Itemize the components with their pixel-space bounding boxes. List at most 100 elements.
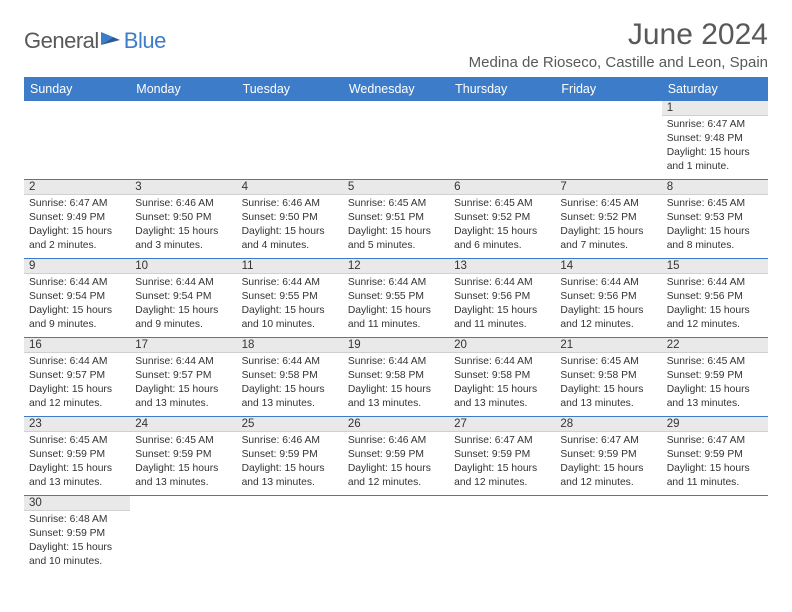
day-details: Sunrise: 6:47 AMSunset: 9:48 PMDaylight:…: [662, 116, 768, 178]
sunset-line: Sunset: 9:52 PM: [560, 211, 656, 225]
daylight-line: Daylight: 15 hours and 12 minutes.: [348, 462, 444, 490]
calendar-row: 1Sunrise: 6:47 AMSunset: 9:48 PMDaylight…: [24, 101, 768, 180]
daylight-line: Daylight: 15 hours and 12 minutes.: [560, 304, 656, 332]
day-details: Sunrise: 6:44 AMSunset: 9:58 PMDaylight:…: [343, 353, 449, 415]
sunset-line: Sunset: 9:56 PM: [667, 290, 763, 304]
sunset-line: Sunset: 9:59 PM: [348, 448, 444, 462]
calendar-cell: [24, 101, 130, 180]
day-number: 25: [237, 417, 343, 432]
daylight-line: Daylight: 15 hours and 11 minutes.: [667, 462, 763, 490]
calendar-cell: 26Sunrise: 6:46 AMSunset: 9:59 PMDayligh…: [343, 417, 449, 496]
calendar-cell: 24Sunrise: 6:45 AMSunset: 9:59 PMDayligh…: [130, 417, 236, 496]
day-number: 17: [130, 338, 236, 353]
month-title: June 2024: [469, 18, 768, 52]
day-details: Sunrise: 6:45 AMSunset: 9:59 PMDaylight:…: [130, 432, 236, 494]
sunrise-line: Sunrise: 6:47 AM: [667, 434, 763, 448]
calendar-cell: 18Sunrise: 6:44 AMSunset: 9:58 PMDayligh…: [237, 338, 343, 417]
daylight-line: Daylight: 15 hours and 2 minutes.: [29, 225, 125, 253]
daylight-line: Daylight: 15 hours and 6 minutes.: [454, 225, 550, 253]
day-details: Sunrise: 6:45 AMSunset: 9:52 PMDaylight:…: [555, 195, 661, 257]
day-number: 27: [449, 417, 555, 432]
calendar-cell: 23Sunrise: 6:45 AMSunset: 9:59 PMDayligh…: [24, 417, 130, 496]
daylight-line: Daylight: 15 hours and 9 minutes.: [135, 304, 231, 332]
calendar-cell: [662, 496, 768, 575]
day-details: Sunrise: 6:44 AMSunset: 9:56 PMDaylight:…: [555, 274, 661, 336]
sunrise-line: Sunrise: 6:45 AM: [560, 197, 656, 211]
col-monday: Monday: [130, 77, 236, 101]
calendar-cell: 30Sunrise: 6:48 AMSunset: 9:59 PMDayligh…: [24, 496, 130, 575]
calendar-cell: [555, 496, 661, 575]
calendar-cell: [130, 496, 236, 575]
sunset-line: Sunset: 9:58 PM: [454, 369, 550, 383]
day-details: Sunrise: 6:44 AMSunset: 9:55 PMDaylight:…: [343, 274, 449, 336]
sunrise-line: Sunrise: 6:47 AM: [29, 197, 125, 211]
sunset-line: Sunset: 9:59 PM: [135, 448, 231, 462]
day-number: 16: [24, 338, 130, 353]
col-saturday: Saturday: [662, 77, 768, 101]
daylight-line: Daylight: 15 hours and 3 minutes.: [135, 225, 231, 253]
day-number: 22: [662, 338, 768, 353]
sunrise-line: Sunrise: 6:44 AM: [454, 355, 550, 369]
day-number: 4: [237, 180, 343, 195]
day-details: Sunrise: 6:46 AMSunset: 9:59 PMDaylight:…: [237, 432, 343, 494]
daylight-line: Daylight: 15 hours and 13 minutes.: [667, 383, 763, 411]
day-details: Sunrise: 6:47 AMSunset: 9:49 PMDaylight:…: [24, 195, 130, 257]
day-details: Sunrise: 6:45 AMSunset: 9:58 PMDaylight:…: [555, 353, 661, 415]
sunrise-line: Sunrise: 6:44 AM: [667, 276, 763, 290]
daylight-line: Daylight: 15 hours and 10 minutes.: [242, 304, 338, 332]
logo: General Blue: [24, 28, 166, 54]
calendar-row: 9Sunrise: 6:44 AMSunset: 9:54 PMDaylight…: [24, 259, 768, 338]
sunset-line: Sunset: 9:49 PM: [29, 211, 125, 225]
day-details: Sunrise: 6:45 AMSunset: 9:59 PMDaylight:…: [662, 353, 768, 415]
calendar-cell: 14Sunrise: 6:44 AMSunset: 9:56 PMDayligh…: [555, 259, 661, 338]
calendar-cell: [237, 496, 343, 575]
sunset-line: Sunset: 9:56 PM: [454, 290, 550, 304]
calendar-cell: 13Sunrise: 6:44 AMSunset: 9:56 PMDayligh…: [449, 259, 555, 338]
sunrise-line: Sunrise: 6:46 AM: [135, 197, 231, 211]
day-number: 15: [662, 259, 768, 274]
sunrise-line: Sunrise: 6:44 AM: [560, 276, 656, 290]
calendar-cell: 11Sunrise: 6:44 AMSunset: 9:55 PMDayligh…: [237, 259, 343, 338]
col-tuesday: Tuesday: [237, 77, 343, 101]
day-number: 24: [130, 417, 236, 432]
sunset-line: Sunset: 9:52 PM: [454, 211, 550, 225]
calendar-cell: [555, 101, 661, 180]
day-number: 8: [662, 180, 768, 195]
day-details: Sunrise: 6:46 AMSunset: 9:50 PMDaylight:…: [237, 195, 343, 257]
sunrise-line: Sunrise: 6:47 AM: [454, 434, 550, 448]
sunrise-line: Sunrise: 6:46 AM: [242, 197, 338, 211]
calendar-cell: 3Sunrise: 6:46 AMSunset: 9:50 PMDaylight…: [130, 180, 236, 259]
calendar-cell: 4Sunrise: 6:46 AMSunset: 9:50 PMDaylight…: [237, 180, 343, 259]
day-number: 10: [130, 259, 236, 274]
day-details: Sunrise: 6:46 AMSunset: 9:50 PMDaylight:…: [130, 195, 236, 257]
day-details: Sunrise: 6:47 AMSunset: 9:59 PMDaylight:…: [555, 432, 661, 494]
sunrise-line: Sunrise: 6:44 AM: [454, 276, 550, 290]
day-details: Sunrise: 6:44 AMSunset: 9:58 PMDaylight:…: [237, 353, 343, 415]
day-details: Sunrise: 6:44 AMSunset: 9:55 PMDaylight:…: [237, 274, 343, 336]
calendar-cell: 15Sunrise: 6:44 AMSunset: 9:56 PMDayligh…: [662, 259, 768, 338]
calendar-row: 23Sunrise: 6:45 AMSunset: 9:59 PMDayligh…: [24, 417, 768, 496]
sunset-line: Sunset: 9:59 PM: [29, 527, 125, 541]
day-details: Sunrise: 6:47 AMSunset: 9:59 PMDaylight:…: [662, 432, 768, 494]
daylight-line: Daylight: 15 hours and 10 minutes.: [29, 541, 125, 569]
day-number: 11: [237, 259, 343, 274]
col-thursday: Thursday: [449, 77, 555, 101]
calendar-cell: [449, 101, 555, 180]
sunset-line: Sunset: 9:51 PM: [348, 211, 444, 225]
sunset-line: Sunset: 9:58 PM: [348, 369, 444, 383]
calendar-row: 16Sunrise: 6:44 AMSunset: 9:57 PMDayligh…: [24, 338, 768, 417]
sunset-line: Sunset: 9:59 PM: [667, 448, 763, 462]
sunset-line: Sunset: 9:59 PM: [560, 448, 656, 462]
calendar-cell: 25Sunrise: 6:46 AMSunset: 9:59 PMDayligh…: [237, 417, 343, 496]
daylight-line: Daylight: 15 hours and 1 minute.: [667, 146, 763, 174]
flag-icon: [100, 30, 122, 53]
sunset-line: Sunset: 9:56 PM: [560, 290, 656, 304]
daylight-line: Daylight: 15 hours and 8 minutes.: [667, 225, 763, 253]
day-number: 28: [555, 417, 661, 432]
day-number: 18: [237, 338, 343, 353]
day-number: 14: [555, 259, 661, 274]
calendar-cell: 22Sunrise: 6:45 AMSunset: 9:59 PMDayligh…: [662, 338, 768, 417]
sunrise-line: Sunrise: 6:45 AM: [348, 197, 444, 211]
sunrise-line: Sunrise: 6:48 AM: [29, 513, 125, 527]
sunrise-line: Sunrise: 6:45 AM: [560, 355, 656, 369]
